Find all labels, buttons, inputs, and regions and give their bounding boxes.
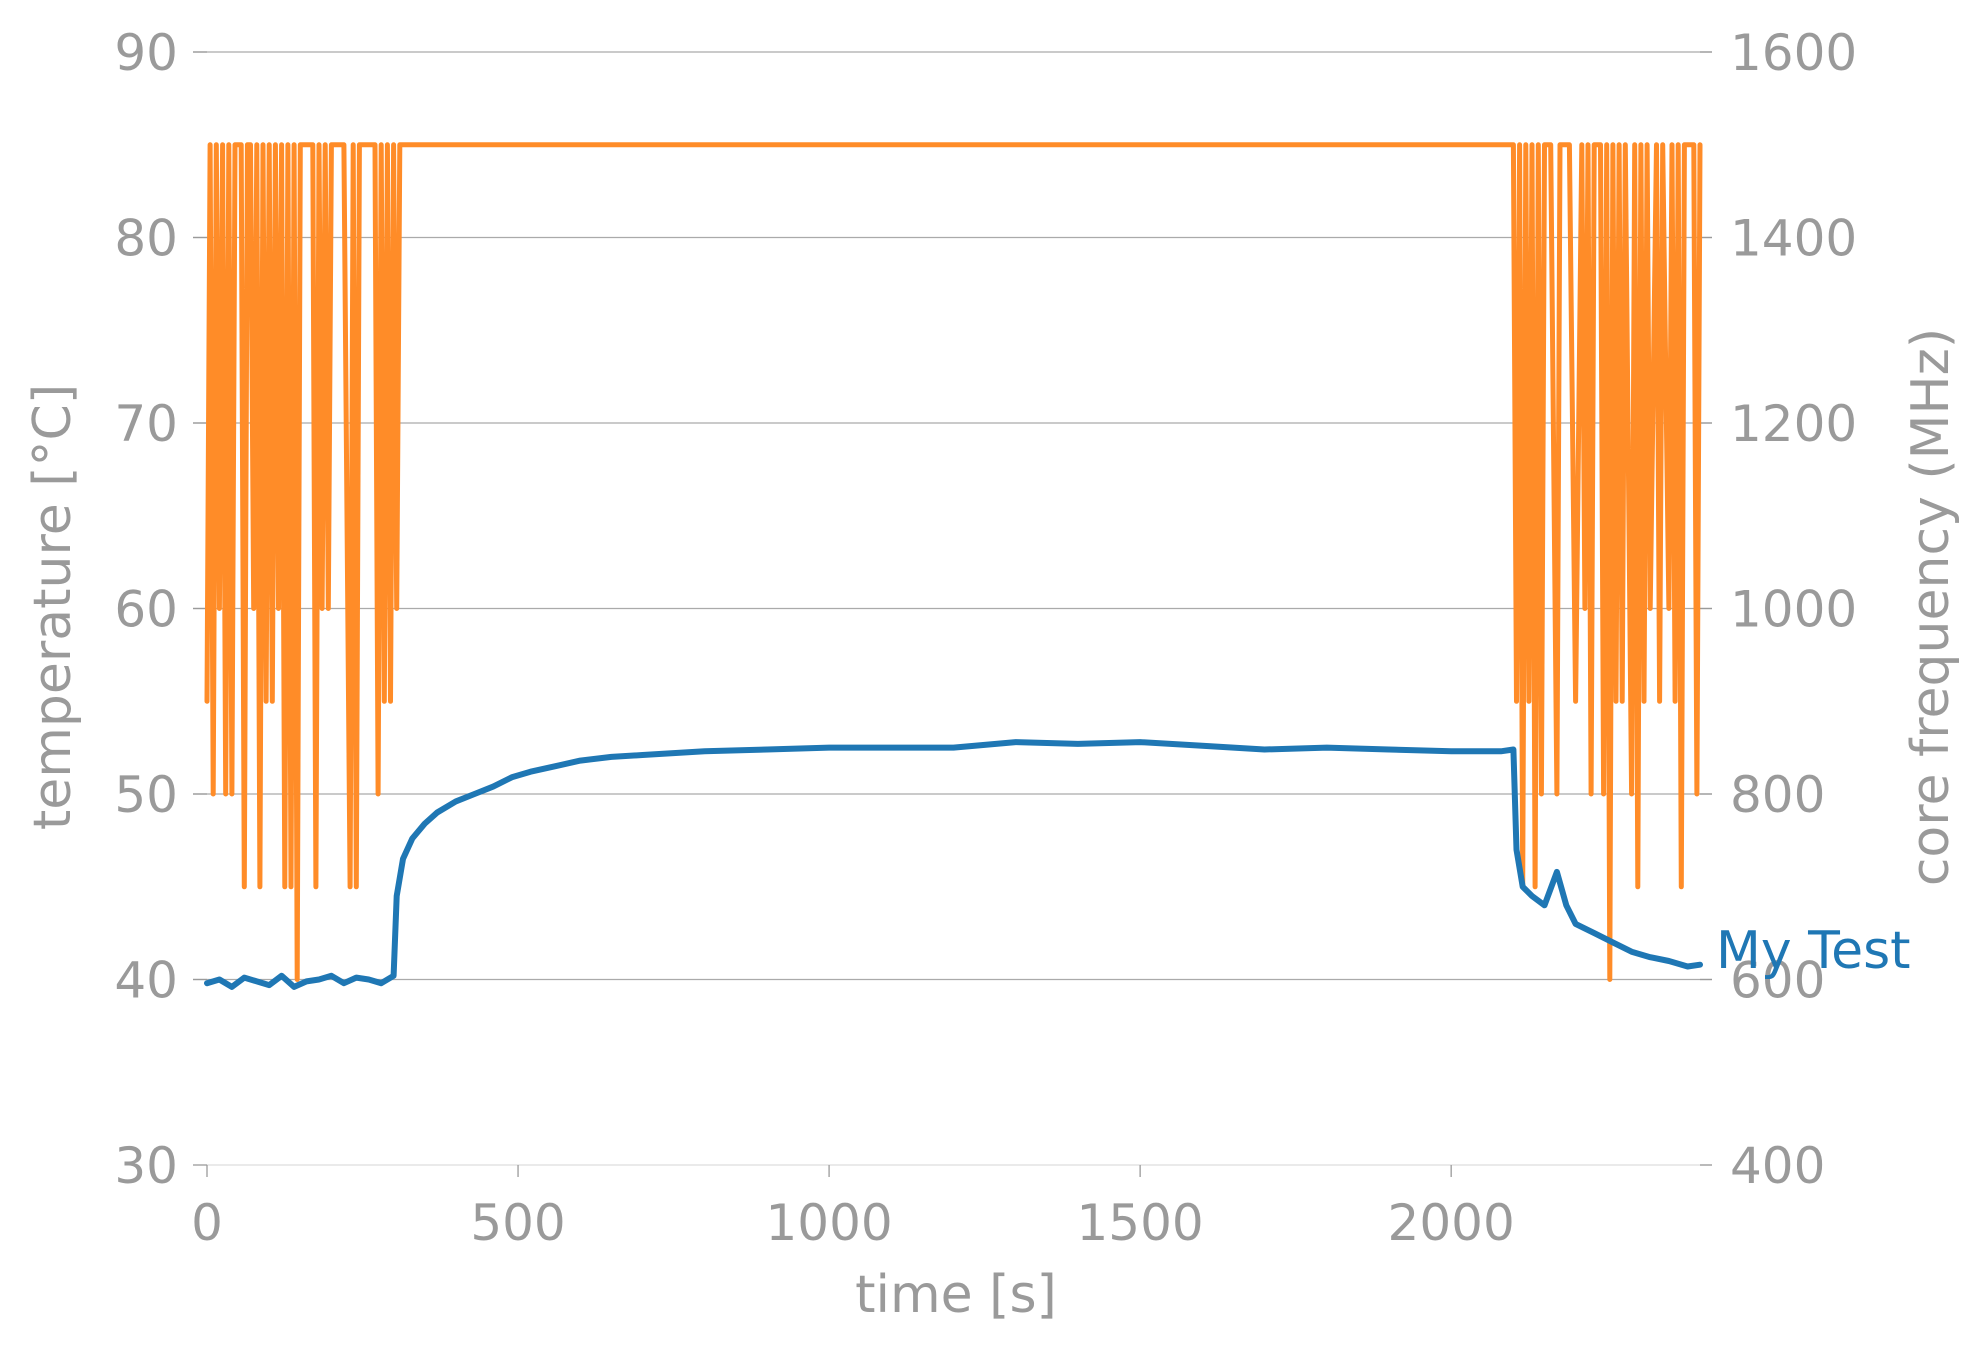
right-y-tick-label: 1200 (1730, 395, 1857, 453)
tick-labels: 0 500 1000 1500 2000 30 40 50 60 70 80 90 400 600 800 1… (114, 24, 1857, 1252)
left-y-tick-label: 30 (114, 1137, 178, 1195)
left-y-tick-label: 80 (114, 210, 178, 268)
x-tick-label: 1000 (765, 1194, 892, 1252)
right-y-axis-title: core frequency (MHz) (1901, 328, 1961, 886)
left-y-axis-title: temperature [°C] (23, 384, 83, 830)
right-y-tick-label: 1600 (1730, 24, 1857, 82)
left-y-tick-label: 70 (114, 395, 178, 453)
right-y-tick-label: 1400 (1730, 210, 1857, 268)
axes (193, 51, 1712, 1177)
x-axis-title: time [s] (855, 1265, 1057, 1325)
plot-area (204, 142, 1703, 990)
left-y-tick-label: 90 (114, 24, 178, 82)
left-y-tick-label: 50 (114, 766, 178, 824)
series-label-my-test: My Test (1716, 921, 1911, 981)
core-frequency-line (204, 142, 1703, 982)
right-y-tick-label: 1000 (1730, 581, 1857, 639)
left-y-tick-label: 60 (114, 581, 178, 639)
x-tick-label: 2000 (1388, 1194, 1515, 1252)
temperature-line (204, 739, 1703, 990)
grid-lines (193, 51, 1712, 981)
right-y-tick-label: 600 (1730, 952, 1825, 1010)
x-tick-label: 0 (191, 1194, 223, 1252)
right-y-tick-label: 800 (1730, 766, 1825, 824)
left-y-tick-label: 40 (114, 952, 178, 1010)
x-tick-label: 1500 (1077, 1194, 1204, 1252)
x-tick-label: 500 (470, 1194, 565, 1252)
right-y-tick-label: 400 (1730, 1137, 1825, 1195)
